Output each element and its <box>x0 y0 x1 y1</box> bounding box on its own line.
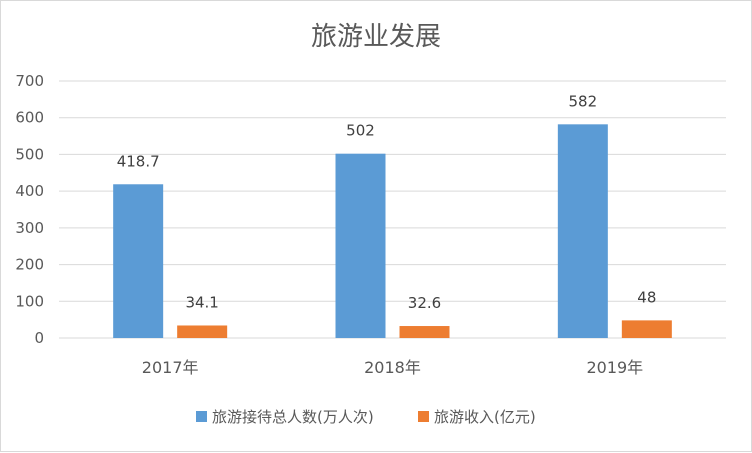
bar-series1-2 <box>621 320 672 338</box>
legend: 旅游接待总人数(万人次) 旅游收入(亿元) <box>196 408 536 426</box>
y-tick-label: 700 <box>15 72 44 90</box>
bar-series0-1 <box>335 153 386 338</box>
legend-label-0: 旅游接待总人数(万人次) <box>212 408 374 426</box>
gridlines <box>59 80 726 339</box>
data-label: 418.7 <box>117 152 160 170</box>
bar-series0-0 <box>113 184 164 338</box>
legend-label-1: 旅游收入(亿元) <box>434 408 536 426</box>
y-tick-label: 300 <box>15 219 44 237</box>
chart-title: 旅游业发展 <box>311 22 441 52</box>
x-category-label: 2019年 <box>586 358 643 377</box>
data-labels: 418.7 34.1 502 32.6 582 48 <box>117 92 657 312</box>
y-tick-label: 400 <box>15 182 44 200</box>
bars <box>113 124 672 338</box>
y-tick-label: 500 <box>15 145 44 163</box>
y-axis-ticks: 0 100 200 300 400 500 600 700 <box>15 72 44 347</box>
data-label: 32.6 <box>408 294 441 312</box>
data-label: 582 <box>569 92 598 110</box>
y-tick-label: 0 <box>34 329 44 347</box>
y-tick-label: 100 <box>15 292 44 310</box>
x-category-label: 2018年 <box>364 358 421 377</box>
bar-series0-2 <box>557 124 608 338</box>
legend-swatch-0 <box>196 411 207 422</box>
bar-series1-1 <box>399 326 450 338</box>
y-tick-label: 200 <box>15 256 44 274</box>
data-label: 48 <box>637 288 656 306</box>
bar-series1-0 <box>177 325 228 338</box>
y-tick-label: 600 <box>15 109 44 127</box>
data-label: 34.1 <box>185 293 218 311</box>
legend-swatch-1 <box>418 411 429 422</box>
data-label: 502 <box>346 122 375 140</box>
x-category-label: 2017年 <box>142 358 199 377</box>
x-axis-categories: 2017年 2018年 2019年 <box>142 358 643 377</box>
